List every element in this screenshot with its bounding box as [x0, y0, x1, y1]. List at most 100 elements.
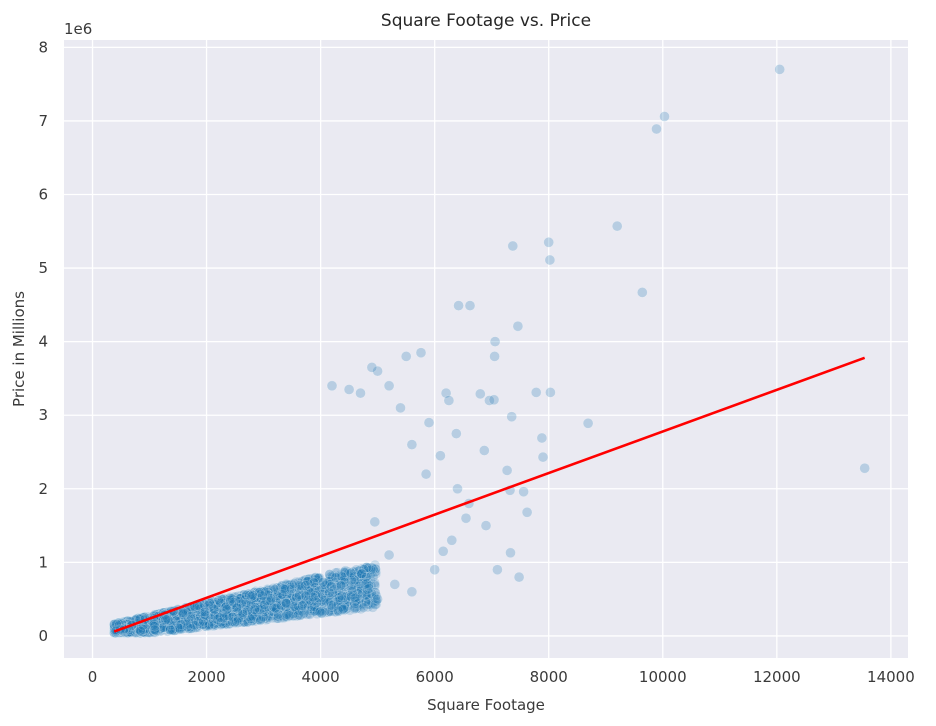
data-point	[349, 582, 360, 593]
data-point	[303, 598, 314, 609]
data-point	[351, 595, 363, 606]
data-point	[208, 602, 220, 614]
data-point	[544, 254, 556, 266]
data-point	[183, 614, 194, 625]
data-point	[251, 594, 262, 606]
data-point	[239, 616, 251, 628]
data-point	[245, 600, 257, 612]
data-point	[111, 618, 122, 630]
data-point	[543, 237, 554, 248]
data-point	[222, 595, 234, 607]
data-point	[274, 590, 285, 601]
data-point	[475, 388, 486, 400]
data-point	[197, 609, 209, 621]
data-point	[151, 621, 162, 633]
data-point	[343, 384, 355, 395]
data-point	[184, 607, 195, 619]
data-point	[224, 614, 235, 626]
data-point	[265, 606, 276, 617]
data-point	[353, 599, 364, 610]
data-point	[236, 600, 248, 612]
data-point	[158, 617, 170, 628]
data-point	[134, 627, 146, 639]
data-point	[285, 588, 297, 600]
data-point	[335, 596, 347, 607]
data-point	[203, 615, 215, 627]
data-point	[389, 579, 401, 590]
data-point	[193, 611, 205, 622]
data-point	[173, 609, 185, 621]
data-point	[292, 610, 303, 622]
data-point	[285, 588, 296, 599]
data-point	[252, 614, 263, 625]
data-point	[241, 606, 252, 618]
data-point	[316, 608, 328, 619]
data-point	[222, 596, 234, 608]
data-point	[323, 584, 334, 596]
data-point	[174, 617, 186, 628]
data-point	[287, 603, 299, 615]
data-point	[237, 592, 249, 603]
data-point	[279, 601, 290, 612]
data-point	[356, 563, 368, 575]
data-point	[195, 611, 206, 623]
data-point	[249, 587, 260, 598]
data-point	[178, 618, 190, 629]
data-point	[163, 613, 175, 625]
data-point	[226, 600, 238, 611]
data-point	[278, 590, 290, 602]
data-point	[244, 604, 256, 616]
data-point	[157, 621, 168, 632]
data-point	[254, 606, 265, 618]
data-point	[248, 608, 259, 619]
data-point	[284, 593, 295, 605]
data-point	[139, 625, 150, 637]
data-point	[248, 614, 259, 626]
data-point	[135, 625, 147, 637]
data-point	[309, 602, 321, 614]
y-axis-offset-label: 1e6	[64, 20, 92, 38]
data-point	[140, 621, 151, 633]
data-point	[311, 591, 322, 603]
data-point	[196, 602, 208, 613]
data-point	[341, 571, 352, 582]
data-point	[164, 616, 175, 627]
data-point	[149, 624, 161, 636]
data-point	[335, 575, 346, 586]
data-point	[335, 570, 347, 582]
data-point	[112, 618, 123, 630]
data-point	[346, 582, 357, 594]
data-point	[406, 439, 418, 450]
data-point	[224, 594, 236, 606]
data-point	[174, 610, 186, 622]
data-point	[256, 609, 268, 620]
data-point	[367, 563, 379, 574]
data-point	[265, 610, 277, 622]
data-point	[311, 592, 322, 604]
data-point	[265, 596, 277, 608]
data-point	[304, 588, 316, 600]
data-point	[344, 571, 356, 583]
data-point	[165, 623, 176, 634]
data-point	[151, 625, 163, 636]
data-point	[276, 589, 288, 600]
data-point	[248, 593, 259, 604]
data-point	[295, 586, 306, 597]
data-point	[263, 593, 275, 604]
data-point	[185, 613, 197, 624]
data-point	[265, 610, 276, 621]
data-point	[310, 584, 321, 596]
data-point	[243, 614, 254, 626]
data-point	[296, 576, 308, 587]
data-point	[277, 603, 288, 614]
data-point	[301, 603, 312, 614]
plot-background	[64, 40, 908, 658]
data-point	[221, 619, 232, 630]
data-point	[159, 620, 171, 631]
data-point	[859, 462, 870, 474]
data-point	[223, 611, 234, 622]
data-point	[197, 619, 209, 630]
data-point	[172, 615, 183, 627]
data-point	[337, 585, 349, 597]
